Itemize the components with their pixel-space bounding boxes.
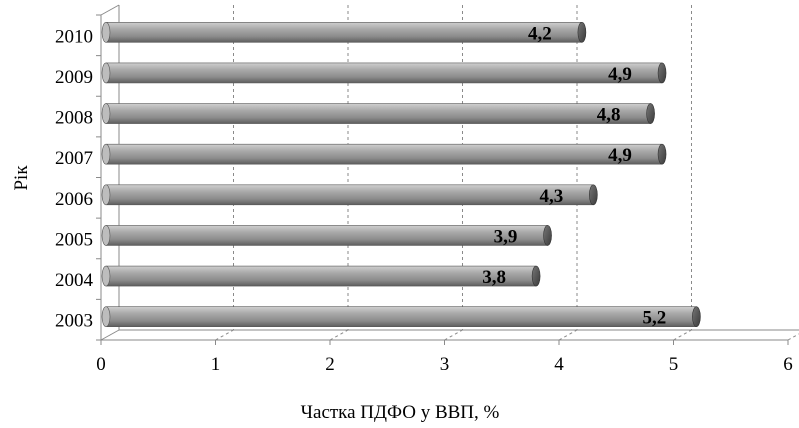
data-label-2004: 3,8: [482, 267, 506, 288]
data-label-2006: 4,3: [539, 186, 563, 207]
y-tick-label-2005: 2005: [55, 229, 93, 250]
data-label-2003: 5,2: [643, 308, 667, 329]
bar-2006: [101, 184, 598, 206]
bar-body: [105, 225, 548, 246]
bar-body: [105, 22, 583, 43]
bar-cap: [657, 143, 667, 165]
bar-base: [101, 103, 111, 124]
bar-cap: [692, 306, 701, 327]
data-label-2010: 4,2: [528, 23, 552, 44]
bar-base: [101, 184, 111, 206]
x-tick-label-5: 5: [669, 354, 679, 375]
data-label-2007: 4,9: [608, 145, 632, 166]
bar-2003: [101, 306, 701, 327]
y-tick-label-2009: 2009: [55, 67, 93, 88]
floor-gridline: [215, 329, 234, 341]
data-label-2008: 4,8: [597, 105, 621, 126]
floor-gridline: [444, 329, 463, 341]
bar-2004: [101, 265, 541, 287]
y-tick-label-2004: 2004: [55, 270, 94, 291]
data-label-2009: 4,9: [608, 64, 632, 85]
x-tick-label-3: 3: [440, 354, 450, 375]
bar-cap: [531, 265, 541, 287]
gridlines: [215, 5, 799, 341]
bar-cap: [589, 184, 598, 206]
x-tick-label-0: 0: [96, 354, 106, 375]
bar-base: [101, 225, 111, 246]
x-axis-title: Частка ПДФО у ВВП, %: [301, 402, 500, 423]
bar-body: [105, 184, 594, 206]
top-depth-edge: [100, 4, 120, 16]
plot-frame: [96, 4, 799, 345]
bar-2010: [101, 22, 587, 43]
y-axis-title: Рік: [11, 165, 32, 191]
bar-2007: [101, 143, 667, 165]
bar-base: [101, 265, 111, 287]
bar-cap: [646, 103, 655, 124]
bar-base: [101, 22, 111, 43]
bar-body: [105, 143, 663, 165]
bar-body: [105, 62, 663, 84]
data-labels: 5,2 3,8 3,9 4,3 4,9 4,8 4,9 4,2: [482, 23, 666, 328]
bar-base: [101, 306, 111, 327]
bar-body: [105, 103, 651, 124]
bar-base: [101, 143, 111, 165]
bars: [101, 22, 701, 327]
bar-base: [101, 62, 111, 84]
y-tick-label-2006: 2006: [55, 189, 93, 210]
floor-depth-edge: [100, 329, 120, 341]
y-tick-label-2008: 2008: [55, 108, 93, 129]
floor-gridline: [673, 329, 692, 341]
bar-2008: [101, 103, 655, 124]
y-tick-label-2010: 2010: [55, 26, 93, 47]
x-tick-label-6: 6: [783, 354, 793, 375]
bar-body: [105, 306, 697, 327]
bar-body: [105, 265, 537, 287]
x-tick-label-2: 2: [325, 354, 335, 375]
floor-gridline: [558, 329, 578, 341]
floor-gridline: [787, 333, 799, 341]
bar-cap: [543, 225, 552, 246]
y-tick-label-2003: 2003: [55, 311, 93, 332]
y-tick-labels: 2003 2004 2005 2006 2007 2008 2009 2010: [55, 26, 94, 331]
bar-2009: [101, 62, 667, 84]
x-tick-label-4: 4: [554, 354, 564, 375]
bar-2005: [101, 225, 552, 246]
bar-cap: [577, 22, 587, 43]
floor-gridline: [329, 329, 349, 341]
data-label-2005: 3,9: [494, 226, 518, 247]
x-tick-label-1: 1: [211, 354, 221, 375]
x-tick-labels: 0 1 2 3 4 5 6: [96, 354, 793, 375]
y-tick-label-2007: 2007: [55, 148, 93, 169]
bar-cap: [657, 62, 667, 84]
